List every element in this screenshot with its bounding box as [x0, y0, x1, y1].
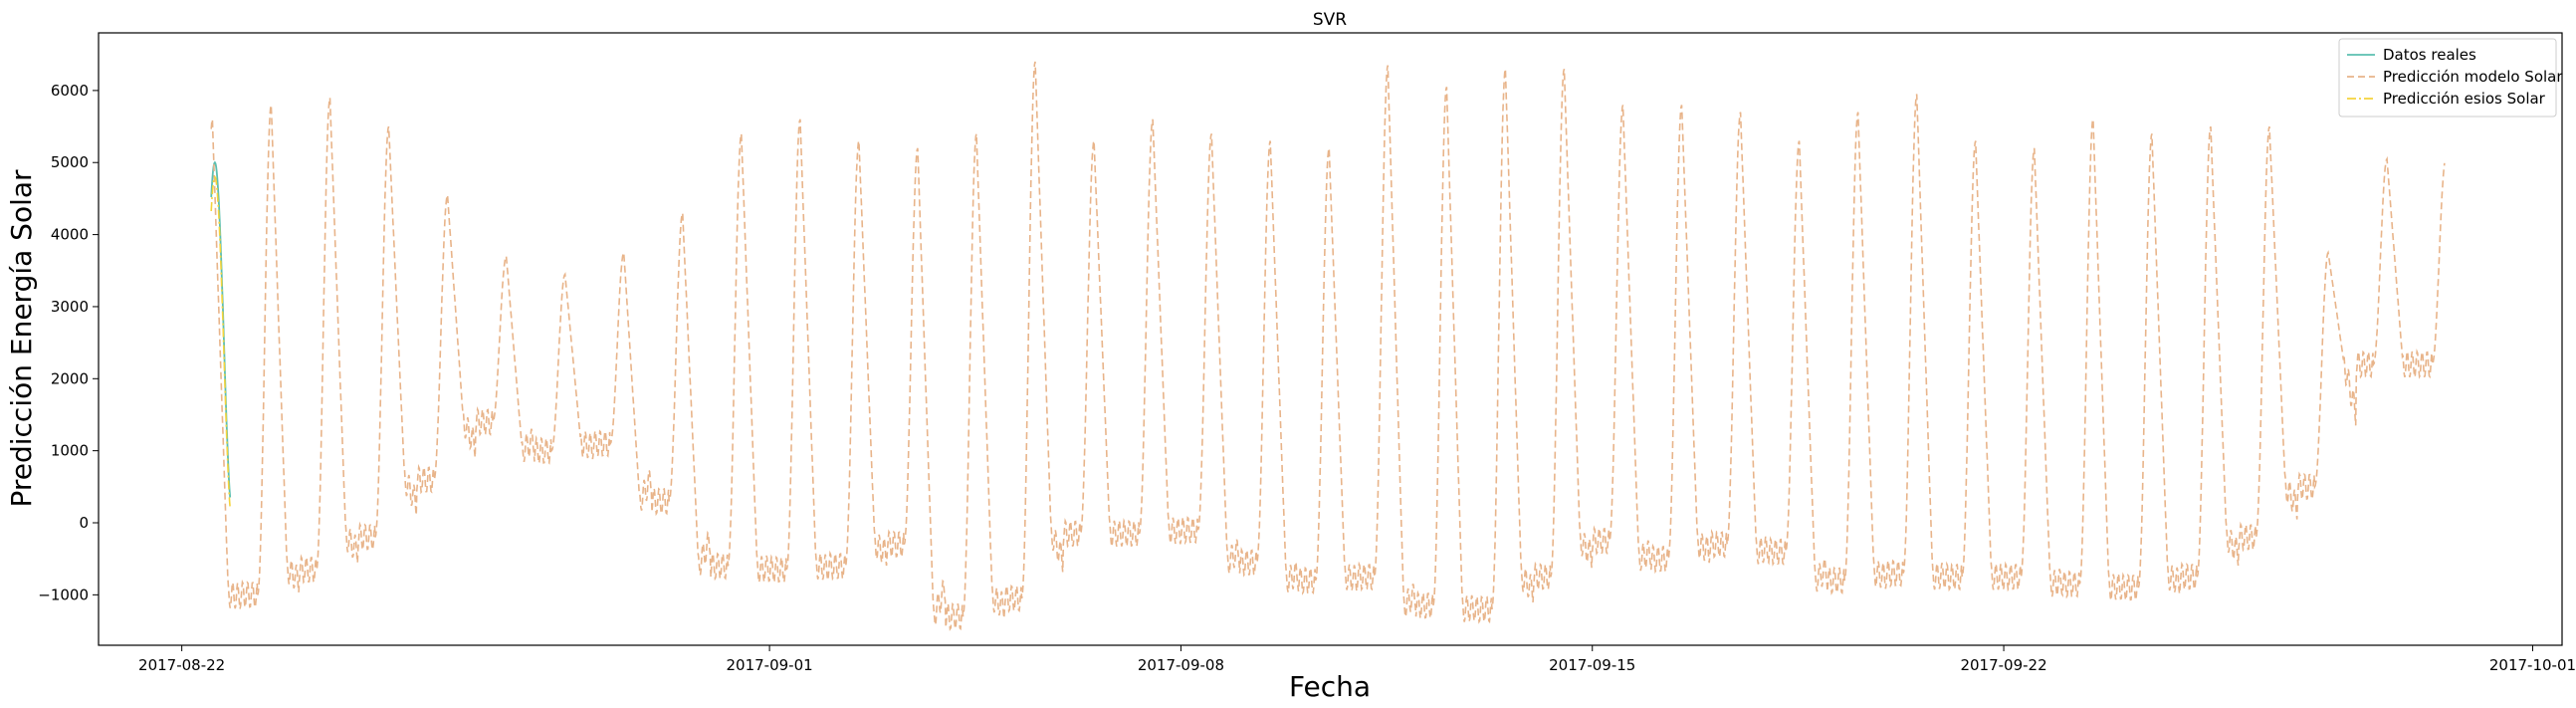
y-axis-title: Predicción Energía Solar: [5, 169, 38, 508]
y-axis-ticks: −1000 0 1000 2000 3000 4000 5000 6000: [38, 82, 99, 603]
y-tick-label: 0: [79, 514, 89, 532]
x-axis-ticks: 2017-08-22 2017-09-01 2017-09-08 2017-09-15…: [138, 645, 2576, 674]
x-tick-label: 2017-09-22: [1960, 656, 2046, 674]
legend: Datos reales Predicción modelo Solar Predi…: [2338, 38, 2563, 118]
x-tick-label: 2017-09-08: [1138, 656, 1224, 674]
y-tick-label: 4000: [51, 226, 89, 244]
x-axis-title: Fecha: [1289, 670, 1371, 703]
chart-title: SVR: [1313, 10, 1347, 30]
x-tick-label: 2017-09-01: [727, 656, 813, 674]
y-tick-label: 3000: [51, 298, 89, 316]
x-tick-label: 2017-08-22: [138, 656, 225, 674]
y-tick-label: 1000: [51, 442, 89, 460]
y-tick-label: −1000: [38, 586, 89, 603]
y-tick-label: 6000: [51, 82, 89, 100]
legend-label: Datos reales: [2383, 46, 2476, 64]
x-tick-label: 2017-10-01: [2489, 656, 2576, 674]
legend-label: Predicción esios Solar: [2383, 90, 2546, 108]
legend-label: Predicción modelo Solar: [2383, 68, 2563, 86]
plot-frame: [98, 32, 2563, 646]
series-line-2: [210, 61, 2446, 631]
series-layer: [210, 61, 2446, 631]
legend-box: [2338, 38, 2557, 118]
x-tick-label: 2017-09-15: [1549, 656, 1635, 674]
y-tick-label: 5000: [51, 153, 89, 171]
y-tick-label: 2000: [51, 369, 89, 387]
